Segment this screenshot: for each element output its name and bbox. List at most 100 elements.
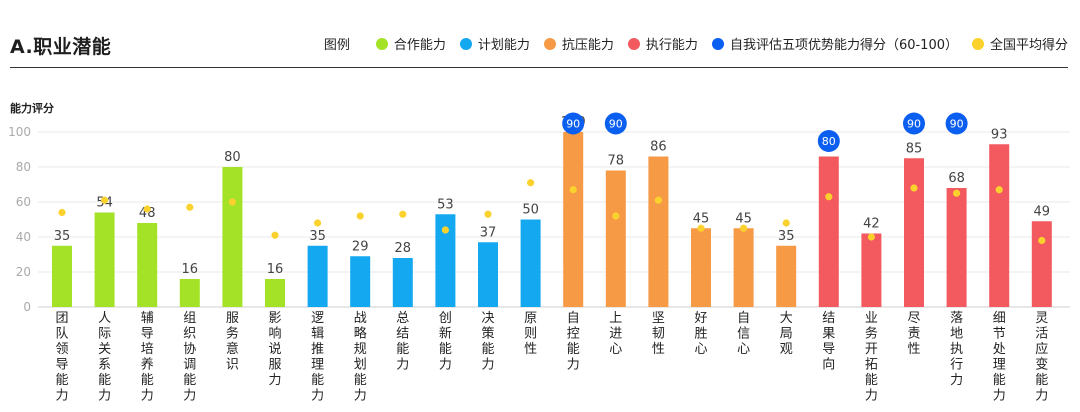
category-label: 原则性: [524, 311, 537, 357]
category-char: 能: [98, 373, 111, 388]
bar: [904, 158, 924, 307]
category-label: 坚韧性: [652, 311, 665, 357]
category-char: 节: [993, 327, 1006, 342]
bar-value-label: 35: [778, 229, 795, 244]
category-label: 辅导培养能力: [141, 311, 154, 404]
legend-label: 图例: [323, 38, 350, 53]
legend-text: 抗压能力: [561, 38, 614, 53]
category-char: 则: [524, 327, 537, 342]
category-char: 领: [55, 342, 68, 357]
y-tick-label: 100: [8, 125, 31, 139]
category-char: 响: [268, 326, 281, 342]
y-tick-label: 80: [16, 160, 31, 174]
category-char: 力: [141, 389, 154, 404]
category-char: 力: [268, 373, 281, 388]
bar-value-label: 45: [735, 211, 752, 226]
category-char: 力: [993, 389, 1006, 404]
self-eval-badge: [562, 112, 585, 135]
self-eval-value: 90: [950, 118, 964, 131]
category-char: 力: [98, 389, 111, 404]
category-label: 人际关系能力: [98, 311, 111, 404]
category-char: 心: [737, 342, 750, 357]
category-char: 说: [268, 342, 281, 357]
legend-item: 全国平均得分: [971, 34, 1068, 53]
category-label: 决策能力: [481, 311, 494, 373]
category-char: 意: [226, 341, 239, 357]
average-dot: [58, 208, 66, 217]
average-dot: [527, 179, 535, 187]
category-label: 结果导向: [822, 311, 835, 373]
average-dot: [441, 226, 449, 234]
legend-swatch: [543, 37, 556, 50]
y-tick-label: 0: [23, 300, 31, 314]
bar-value-label: 80: [224, 150, 241, 165]
category-char: 影: [268, 311, 281, 326]
average-dot: [612, 212, 620, 220]
category-char: 辅: [141, 311, 154, 326]
category-char: 自: [737, 311, 750, 326]
bar: [265, 279, 285, 307]
category-char: 变: [1035, 357, 1048, 373]
legend-item: 抗压能力: [543, 34, 614, 53]
bar-value-label: 28: [395, 241, 412, 256]
category-char: 养: [141, 357, 154, 373]
bar-value-label: 29: [352, 239, 369, 254]
category-label: 总结能力: [396, 311, 409, 373]
bar-value-label: 45: [693, 211, 710, 226]
category-char: 能: [865, 373, 878, 388]
legend-item: 合作能力: [375, 34, 446, 53]
category-char: 培: [141, 341, 154, 357]
bar-value-label: 42: [863, 217, 880, 232]
category-label: 自控能力: [567, 311, 580, 373]
average-dot: [569, 186, 577, 194]
category-char: 系: [98, 358, 111, 373]
category-char: 能: [439, 342, 452, 357]
legend-swatch: [711, 37, 724, 50]
average-dot: [740, 224, 748, 232]
category-char: 上: [609, 311, 622, 326]
bar: [605, 170, 626, 307]
average-dot: [782, 219, 790, 227]
bar: [137, 223, 158, 307]
category-char: 执: [950, 342, 963, 357]
legend-swatch: [971, 37, 984, 50]
category-char: 韧: [652, 327, 665, 342]
category-char: 力: [1035, 389, 1048, 404]
category-char: 坚: [652, 311, 665, 326]
category-char: 能: [481, 342, 494, 357]
bar-value-label: 37: [480, 225, 497, 240]
legend-item: 自我评估五项优势能力得分（60-100）: [711, 34, 958, 53]
category-label: 服务意识: [226, 311, 239, 373]
category-label: 尽责性: [907, 311, 920, 357]
legend-items: 合作能力 计划能力 抗压能力 执行能力 自我评估五项优势能力得分（60-100） 全国平均…: [362, 34, 1068, 53]
category-label: 业务开拓能力: [865, 311, 878, 404]
bar: [435, 214, 456, 307]
bar-value-label: 49: [1034, 204, 1051, 219]
category-char: 责: [907, 327, 920, 342]
category-char: 胜: [694, 327, 707, 342]
legend-text: 合作能力: [393, 38, 446, 53]
bar: [648, 156, 669, 307]
category-char: 队: [55, 327, 68, 342]
bar-value-label: 68: [948, 171, 965, 186]
category-label: 上进心: [609, 311, 622, 357]
bar: [350, 256, 371, 307]
category-char: 策: [481, 326, 494, 342]
category-char: 地: [950, 327, 963, 342]
y-axis-label: 能力评分: [10, 102, 54, 115]
category-char: 心: [694, 342, 707, 357]
header-divider: [10, 67, 1068, 68]
bar-value-label: 50: [522, 203, 539, 218]
category-char: 务: [865, 326, 878, 342]
category-char: 决: [481, 311, 494, 326]
bar: [307, 245, 328, 307]
category-char: 力: [481, 358, 494, 373]
category-char: 能: [55, 373, 68, 388]
category-char: 力: [567, 358, 580, 373]
average-dot: [271, 231, 279, 239]
category-label: 影响说服力: [268, 311, 281, 388]
category-label: 逻辑推理能力: [311, 311, 324, 404]
average-dot: [101, 196, 109, 204]
self-eval-value: 90: [609, 118, 623, 131]
category-char: 自: [567, 311, 580, 326]
